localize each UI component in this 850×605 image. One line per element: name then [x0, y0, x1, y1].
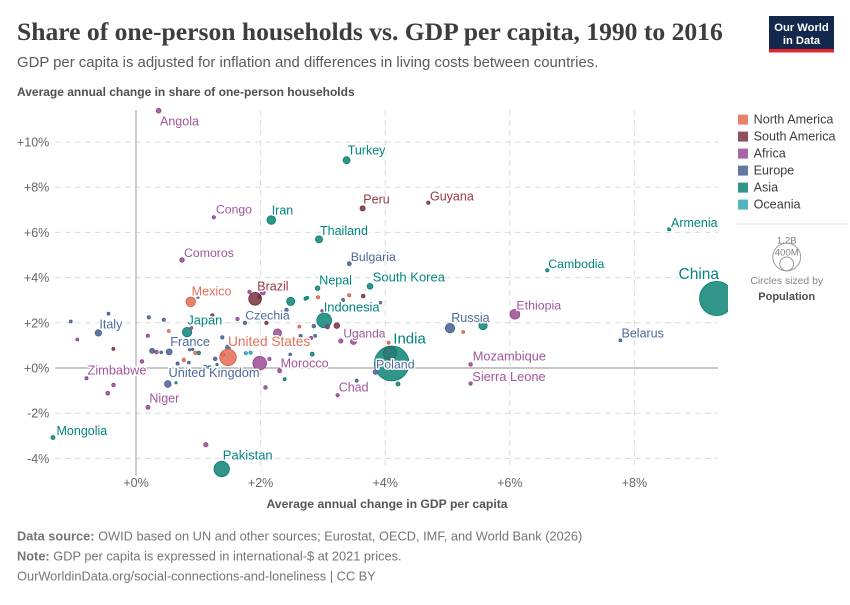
- svg-text:Oceania: Oceania: [754, 197, 801, 211]
- svg-text:Average annual change in GDP p: Average annual change in GDP per capita: [266, 497, 507, 511]
- svg-text:Uganda: Uganda: [343, 327, 385, 341]
- svg-text:Poland: Poland: [376, 358, 415, 372]
- svg-text:+10%: +10%: [17, 136, 49, 150]
- svg-text:North America: North America: [754, 112, 834, 126]
- svg-text:Europe: Europe: [754, 163, 795, 177]
- svg-text:Sierra Leone: Sierra Leone: [472, 369, 545, 384]
- svg-text:Italy: Italy: [99, 318, 123, 332]
- svg-text:Turkey: Turkey: [348, 144, 386, 158]
- svg-text:Morocco: Morocco: [281, 356, 329, 370]
- svg-text:+8%: +8%: [24, 181, 49, 195]
- svg-text:Mexico: Mexico: [192, 285, 232, 299]
- svg-text:+0%: +0%: [24, 362, 49, 376]
- svg-text:OurWorldinData.org/social-conn: OurWorldinData.org/social-connections-an…: [17, 569, 376, 584]
- svg-text:Indonesia: Indonesia: [324, 300, 381, 315]
- svg-text:Average annual change in share: Average annual change in share of one-pe…: [17, 85, 355, 99]
- svg-text:+6%: +6%: [497, 476, 522, 490]
- svg-text:+6%: +6%: [24, 226, 49, 240]
- svg-text:+2%: +2%: [24, 316, 49, 330]
- svg-text:Cambodia: Cambodia: [548, 257, 604, 271]
- svg-text:Thailand: Thailand: [320, 224, 368, 238]
- svg-text:Africa: Africa: [754, 146, 786, 160]
- svg-text:Nepal: Nepal: [319, 274, 352, 288]
- svg-text:GDP per capita is adjusted for: GDP per capita is adjusted for inflation…: [17, 55, 598, 71]
- svg-text:+8%: +8%: [622, 476, 647, 490]
- svg-text:Angola: Angola: [160, 115, 199, 129]
- svg-text:Zimbabwe: Zimbabwe: [88, 362, 147, 377]
- svg-text:South Korea: South Korea: [373, 270, 446, 285]
- svg-text:Note: GDP per capita is expres: Note: GDP per capita is expressed in int…: [17, 549, 402, 564]
- svg-text:Population: Population: [758, 291, 815, 303]
- svg-text:in Data: in Data: [783, 35, 821, 47]
- svg-text:1.2B: 1.2B: [777, 236, 797, 247]
- svg-text:Guyana: Guyana: [430, 190, 474, 204]
- svg-text:Chad: Chad: [339, 381, 369, 395]
- svg-text:Czechia: Czechia: [245, 308, 290, 322]
- svg-text:Our World: Our World: [774, 22, 829, 34]
- svg-text:Mozambique: Mozambique: [473, 349, 546, 364]
- svg-text:Ethiopia: Ethiopia: [516, 299, 561, 313]
- svg-text:Circles sized by: Circles sized by: [750, 276, 824, 287]
- svg-text:France: France: [170, 334, 210, 349]
- svg-text:India: India: [393, 331, 426, 348]
- svg-text:+4%: +4%: [24, 271, 49, 285]
- svg-text:United Kingdom: United Kingdom: [169, 365, 260, 380]
- svg-text:Mongolia: Mongolia: [57, 424, 108, 438]
- svg-text:400M: 400M: [775, 248, 799, 259]
- svg-text:Pakistan: Pakistan: [223, 448, 273, 463]
- svg-text:Belarus: Belarus: [622, 327, 664, 341]
- svg-text:Brazil: Brazil: [257, 280, 288, 294]
- svg-text:Russia: Russia: [451, 311, 490, 325]
- svg-text:Armenia: Armenia: [671, 216, 718, 230]
- svg-text:Asia: Asia: [754, 180, 779, 194]
- svg-text:Japan: Japan: [187, 312, 222, 327]
- svg-text:Bulgaria: Bulgaria: [351, 250, 396, 264]
- svg-text:-2%: -2%: [27, 407, 49, 421]
- svg-text:+2%: +2%: [248, 476, 273, 490]
- svg-text:South America: South America: [754, 129, 836, 143]
- svg-text:+0%: +0%: [123, 476, 148, 490]
- svg-text:Congo: Congo: [216, 203, 252, 217]
- svg-text:Data source: OWID based on UN: Data source: OWID based on UN and other …: [17, 529, 582, 544]
- svg-text:Niger: Niger: [149, 392, 179, 406]
- svg-text:Iran: Iran: [272, 204, 294, 218]
- svg-text:+4%: +4%: [373, 476, 398, 490]
- svg-text:-4%: -4%: [27, 452, 49, 466]
- svg-text:United States: United States: [228, 334, 310, 349]
- svg-text:Peru: Peru: [363, 193, 389, 207]
- svg-text:Share of one-person households: Share of one-person households vs. GDP p…: [17, 17, 723, 46]
- svg-text:Comoros: Comoros: [184, 246, 234, 260]
- svg-text:China: China: [679, 266, 720, 283]
